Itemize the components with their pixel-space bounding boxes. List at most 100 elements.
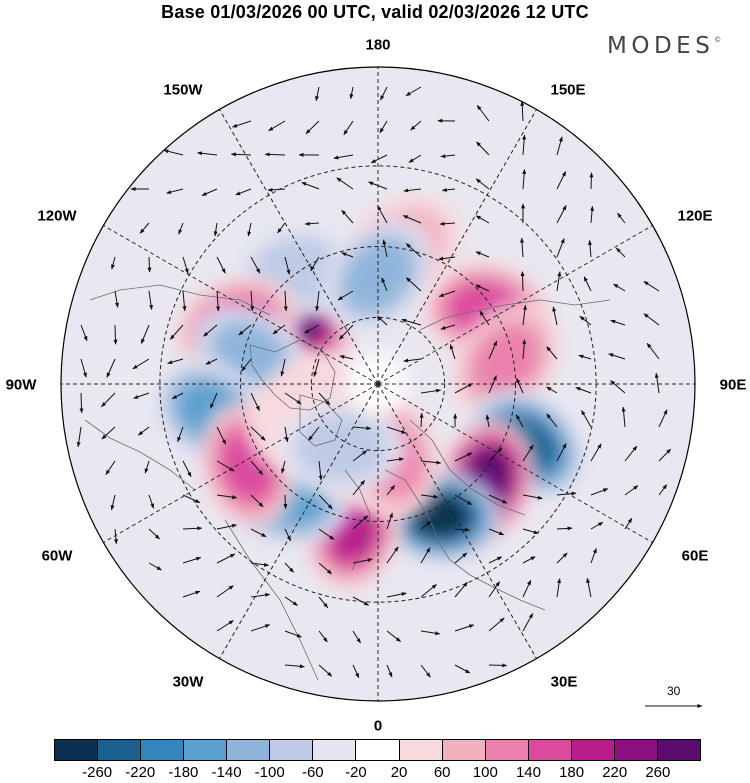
wind-vector <box>658 409 668 428</box>
wind-vector <box>381 277 388 292</box>
wind-vector <box>80 324 88 342</box>
wind-vector <box>522 494 543 500</box>
wind-vector <box>654 372 660 394</box>
wind-vector <box>476 104 490 122</box>
wind-vector <box>177 426 184 443</box>
wind-vector <box>546 386 558 394</box>
wind-vector <box>284 256 291 275</box>
wind-vector <box>318 596 329 609</box>
colorbar-swatch <box>227 740 271 760</box>
wind-vector <box>250 562 270 567</box>
lon-label-60w: 60W <box>41 547 73 565</box>
colorbar <box>54 739 701 761</box>
wind-vector <box>182 526 203 531</box>
wind-vector <box>556 578 562 598</box>
wind-vector <box>79 392 84 414</box>
wind-vector <box>488 556 503 564</box>
wind-vector <box>405 86 422 97</box>
wind-vector <box>475 284 490 292</box>
wind-vector <box>386 484 396 496</box>
wind-vector <box>284 562 294 573</box>
wind-vector <box>488 617 505 632</box>
wind-vector <box>516 377 524 394</box>
meridian-line <box>377 225 653 385</box>
anomaly-field <box>153 194 586 591</box>
wind-vector <box>133 392 150 399</box>
wind-vector <box>238 324 252 336</box>
wind-vector <box>454 552 468 564</box>
wind-vector <box>546 413 558 428</box>
wind-vector <box>522 134 527 156</box>
colorbar-swatch <box>55 740 99 760</box>
wind-vector <box>382 239 388 258</box>
wind-vector <box>304 221 320 226</box>
map-title: Base 01/03/2026 00 UTC, valid 02/03/2026… <box>161 2 589 22</box>
wind-vector <box>283 494 288 510</box>
wind-vector <box>315 86 320 102</box>
wind-vector <box>313 358 320 377</box>
colorbar-swatch <box>399 740 443 760</box>
colorbar-swatch <box>657 740 700 760</box>
wind-vector <box>80 358 87 378</box>
wind-vector <box>280 358 286 377</box>
wind-vector <box>318 664 333 677</box>
map-disc-border <box>60 66 696 702</box>
wind-vector <box>401 318 422 326</box>
wind-vector <box>643 313 660 326</box>
wind-vector <box>171 392 184 400</box>
wind-vector <box>377 205 388 224</box>
wind-vector <box>352 450 368 462</box>
wind-vector <box>182 460 192 478</box>
wind-vector <box>197 151 218 156</box>
wind-vector <box>420 388 442 394</box>
wind-vector <box>520 100 525 122</box>
wind-vector <box>488 447 503 462</box>
colorbar-swatch <box>356 740 400 760</box>
meridian-line <box>103 383 379 543</box>
wind-vector <box>475 251 490 258</box>
wind-vector <box>182 494 201 504</box>
wind-vector <box>318 460 323 481</box>
wind-vector <box>178 222 184 235</box>
lon-label-60e: 60E <box>681 547 709 565</box>
coastlines <box>84 284 611 681</box>
colorbar-swatch <box>184 740 228 760</box>
wind-vector <box>284 392 302 405</box>
wind-vector <box>485 414 490 428</box>
wind-vector <box>403 188 422 193</box>
colorbar-tick-label: 20 <box>390 764 408 781</box>
wind-vector <box>203 324 218 337</box>
wind-vector <box>420 584 437 598</box>
wind-vector <box>624 517 633 530</box>
wind-vector <box>250 426 266 441</box>
latitude-circle <box>310 316 446 452</box>
wind-vector <box>264 152 286 157</box>
colorbar-swatch <box>442 740 486 760</box>
lon-label-150e: 150E <box>550 81 586 99</box>
wind-vector <box>522 304 527 326</box>
colorbar-tick-label: -140 <box>211 764 242 781</box>
wind-vector <box>216 523 237 530</box>
meridian-line <box>377 109 537 385</box>
wind-vector <box>488 340 498 360</box>
wind-vector <box>250 290 255 312</box>
wind-vector <box>301 182 320 190</box>
wind-vector <box>148 290 154 311</box>
wind-vector <box>408 154 422 163</box>
wind-vector <box>250 460 264 476</box>
wind-vector <box>522 579 532 598</box>
wind-vector <box>590 548 597 564</box>
colorbar-tick-label: -220 <box>125 764 156 781</box>
wind-vector <box>590 521 604 530</box>
wind-vector <box>148 562 162 571</box>
lat-lon-grid <box>61 67 695 701</box>
wind-vector <box>386 630 401 642</box>
wind-vector <box>575 387 592 394</box>
wind-vector <box>352 664 360 679</box>
wind-vector <box>615 247 626 258</box>
modes-logo: MODES© <box>607 33 721 59</box>
colorbar-tick-label: 260 <box>645 764 671 781</box>
latitude-circle <box>159 165 597 603</box>
lon-label-180: 180 <box>365 36 391 54</box>
lon-label-0: 0 <box>373 717 383 735</box>
